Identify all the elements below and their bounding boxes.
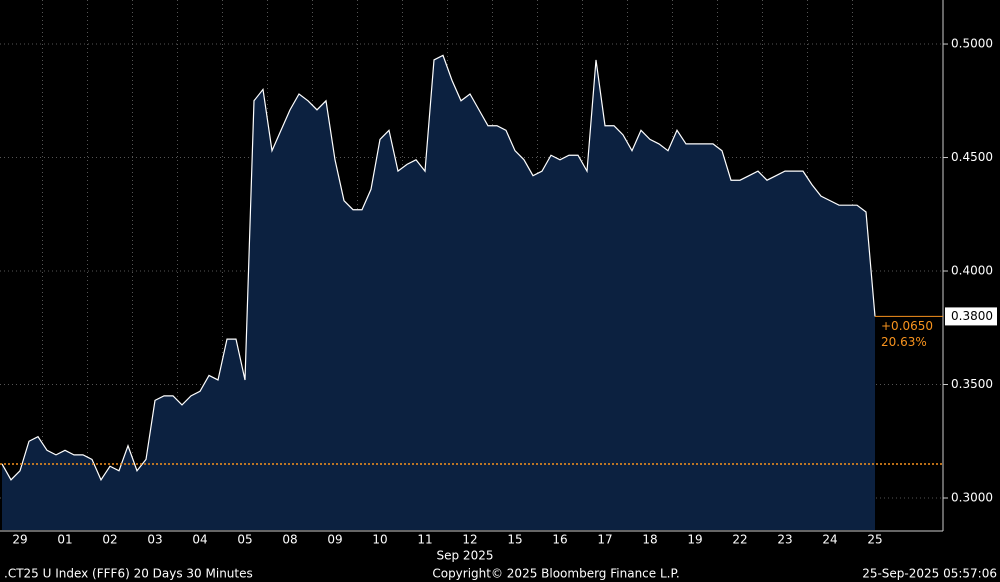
x-axis-label: Sep 2025 bbox=[437, 549, 494, 563]
area bbox=[2, 55, 875, 530]
x-tick-label: 15 bbox=[507, 533, 522, 547]
x-tick-label: 16 bbox=[552, 533, 567, 547]
x-tick-label: 05 bbox=[237, 533, 252, 547]
x-tick-label: 08 bbox=[282, 533, 297, 547]
x-tick-label: 12 bbox=[462, 533, 477, 547]
change-label: +0.0650 bbox=[881, 319, 933, 333]
x-tick-label: 02 bbox=[102, 533, 117, 547]
footer-left: .CT25 U Index (FFF6) 20 Days 30 Minutes bbox=[4, 567, 253, 581]
x-tick-label: 24 bbox=[822, 533, 837, 547]
x-tick-label: 19 bbox=[687, 533, 702, 547]
y-tick-label: 0.3000 bbox=[951, 490, 993, 504]
x-tick-label: 23 bbox=[777, 533, 792, 547]
x-tick-label: 29 bbox=[12, 533, 27, 547]
last-price-label: 0.3800 bbox=[951, 309, 993, 323]
x-tick-label: 09 bbox=[327, 533, 342, 547]
x-tick-label: 18 bbox=[642, 533, 657, 547]
x-tick-label: 25 bbox=[867, 533, 882, 547]
x-tick-label: 10 bbox=[372, 533, 387, 547]
x-tick-label: 03 bbox=[147, 533, 162, 547]
y-tick-label: 0.4000 bbox=[951, 264, 993, 278]
pct-label: 20.63% bbox=[881, 335, 927, 349]
x-tick-label: 04 bbox=[192, 533, 207, 547]
y-tick-label: 0.3500 bbox=[951, 377, 993, 391]
x-tick-label: 01 bbox=[57, 533, 72, 547]
last-price-box bbox=[945, 307, 997, 326]
footer-right: 25-Sep-2025 05:57:06 bbox=[862, 567, 997, 581]
x-tick-label: 22 bbox=[732, 533, 747, 547]
x-tick-label: 17 bbox=[597, 533, 612, 547]
line bbox=[1, 54, 876, 482]
y-tick-label: 0.5000 bbox=[951, 37, 993, 51]
footer-center: Copyright© 2025 Bloomberg Finance L.P. bbox=[432, 567, 679, 581]
x-tick-label: 11 bbox=[417, 533, 432, 547]
y-tick-label: 0.4500 bbox=[951, 150, 993, 164]
